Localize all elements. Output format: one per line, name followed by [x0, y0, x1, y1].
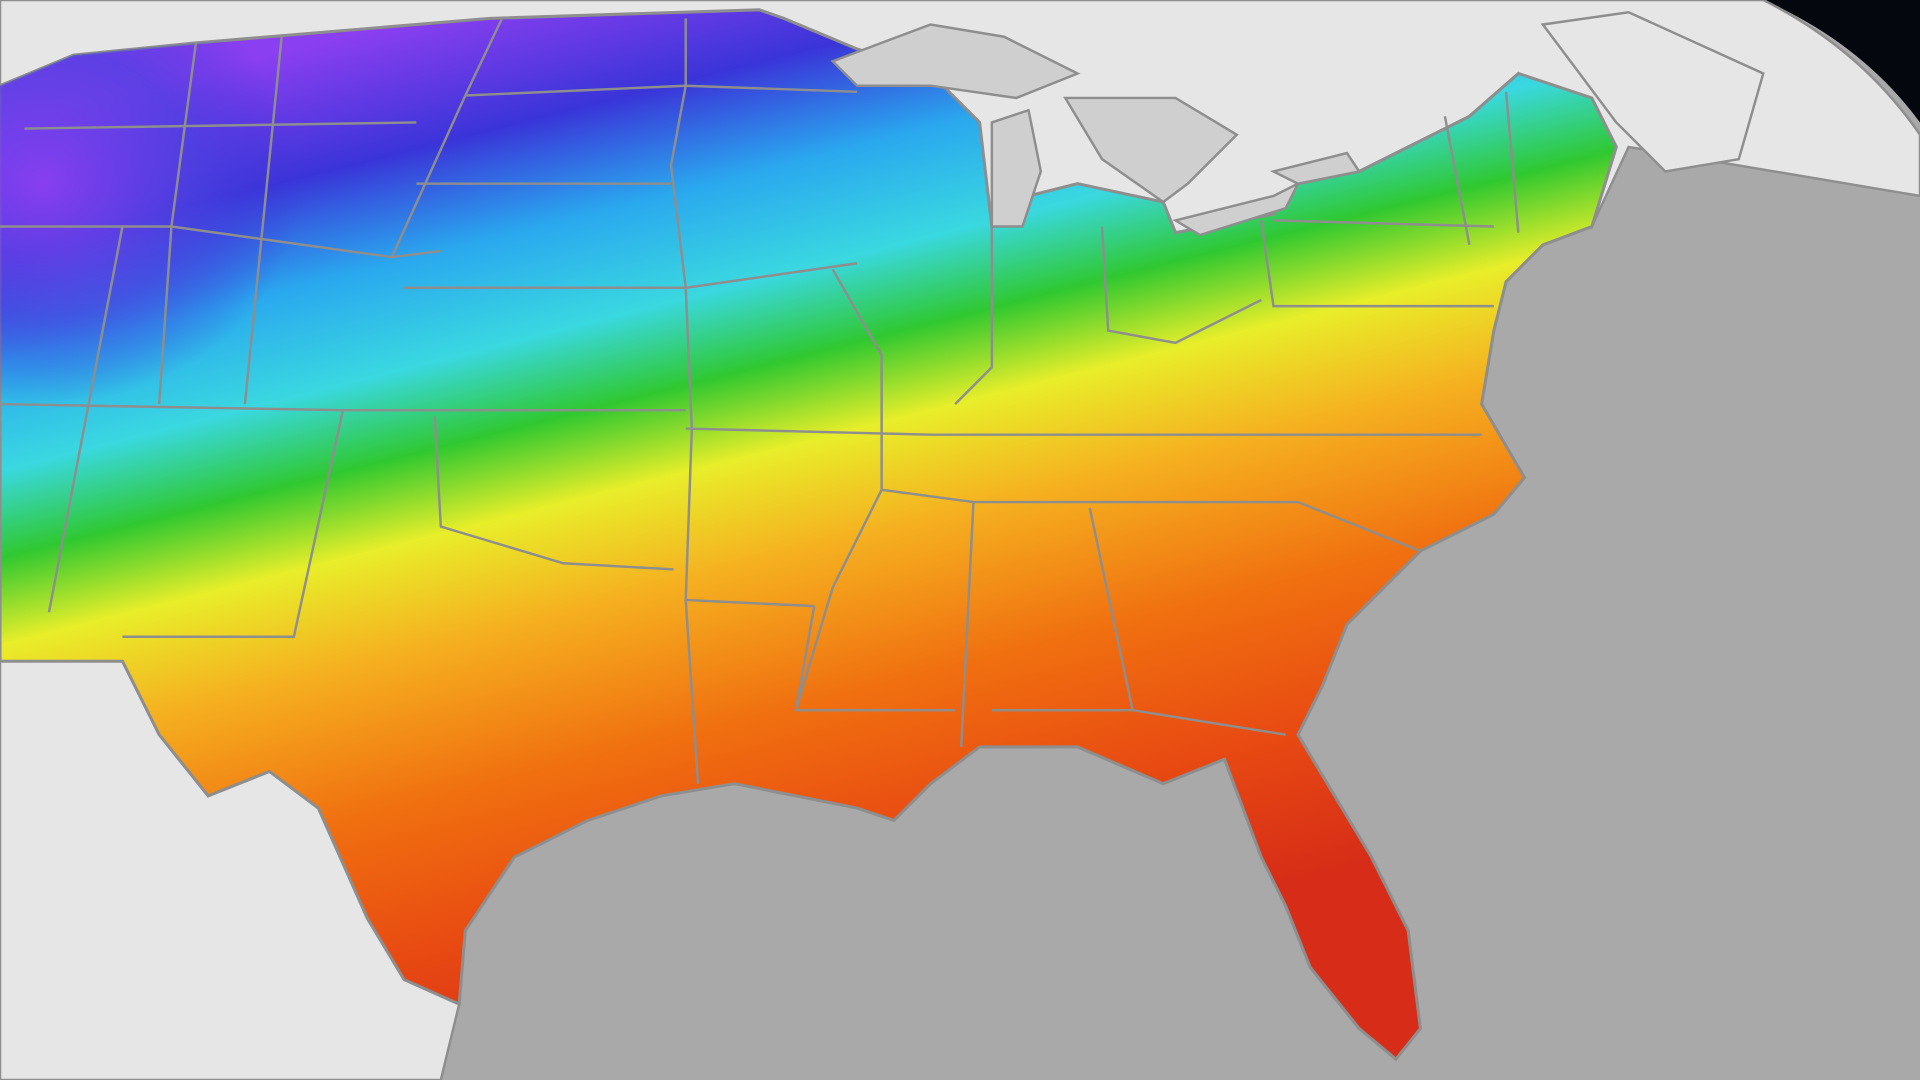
space-background: [1763, 0, 1920, 123]
lake-superior: [830, 23, 1081, 100]
western-cold-overlay: [0, 9, 858, 735]
lake-huron: [1063, 96, 1239, 204]
lake-erie: [1172, 180, 1301, 237]
state-borders: [0, 17, 1520, 784]
lake-ontario: [1269, 151, 1362, 185]
newfoundland-land: [1540, 10, 1765, 173]
lake-michigan: [990, 108, 1043, 228]
